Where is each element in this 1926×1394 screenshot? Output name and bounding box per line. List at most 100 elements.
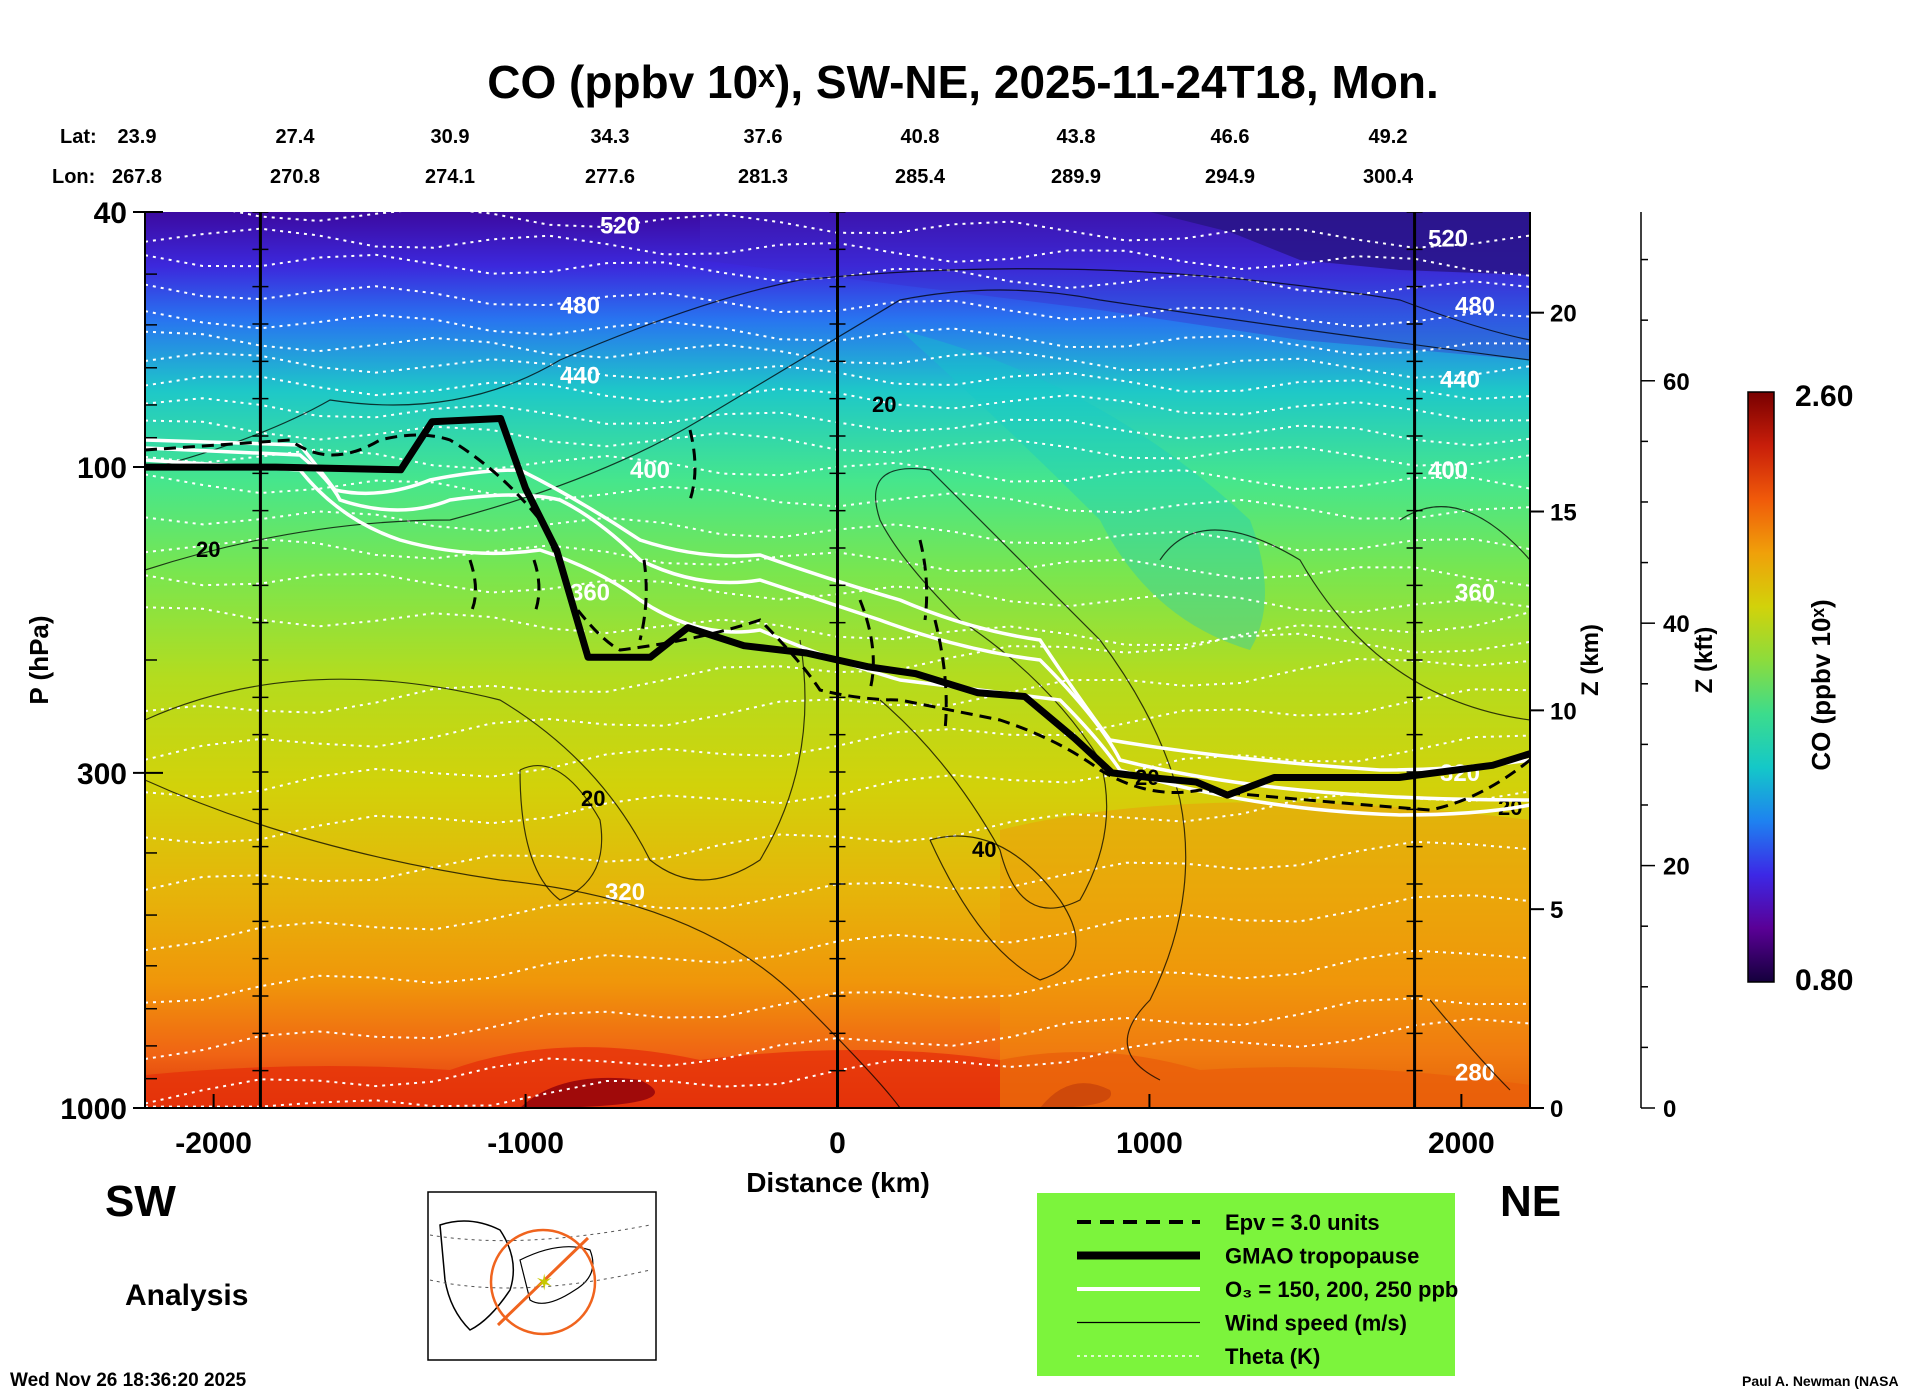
wind-contour (875, 468, 1187, 1081)
chart-title: CO (ppbv 10ˣ), SW-NE, 2025-11-24T18, Mon… (487, 56, 1439, 108)
wind-contour (145, 289, 1530, 571)
inset-map: ✶ (427, 1191, 657, 1361)
p-tick-label: 100 (77, 452, 127, 485)
theta-label: 440 (560, 363, 600, 390)
marker-lines (252, 212, 1423, 1108)
epv-contour (858, 599, 875, 691)
co-intrusion (900, 330, 1265, 650)
inset-coastline-2 (519, 1246, 594, 1304)
x-tick-label: 2000 (1428, 1127, 1495, 1160)
x-tick-label: 0 (829, 1127, 846, 1160)
y-axis-label: P (hPa) (24, 615, 54, 704)
theta-contour (145, 840, 1530, 952)
inset-map-frame (427, 1191, 657, 1361)
zkft-tick-label: 60 (1663, 369, 1690, 396)
zkm-tick-label: 10 (1550, 698, 1577, 725)
lat-value: 46.6 (1211, 126, 1250, 148)
zkm-tick-label: 20 (1550, 301, 1577, 328)
wind-label: 20 (872, 392, 896, 417)
analysis-label: Analysis (125, 1279, 248, 1312)
legend-label: Wind speed (m/s) (1225, 1311, 1407, 1336)
zkft-tick-label: 40 (1663, 611, 1690, 638)
epv-contour (638, 559, 648, 641)
theta-label: 480 (560, 293, 600, 320)
colorbar-title: CO (ppbv 10ˣ) (1806, 599, 1836, 770)
theta-label: 320 (605, 879, 645, 906)
co-upper-region (700, 212, 1530, 360)
colorbar (1747, 391, 1775, 983)
lat-value: 49.2 (1369, 126, 1408, 148)
timestamp: Wed Nov 26 18:36:20 2025 (10, 1370, 247, 1391)
legend-label: Theta (K) (1225, 1344, 1320, 1369)
p-tick-label: 300 (77, 758, 127, 791)
axes: 40 100 300 1000 -2000 -1000 0 1000 2000 0 5 10 15 20 0… (60, 197, 1689, 1160)
ozone-contour (145, 438, 1530, 772)
zkft-tick-label: 20 (1663, 854, 1690, 881)
epv-contour (933, 619, 948, 731)
tropopause-line (145, 415, 1530, 799)
wind-contour (1429, 999, 1511, 1091)
legend-label: O₃ = 150, 200, 250 ppb (1225, 1277, 1458, 1302)
wind-contour (145, 268, 1530, 471)
inset-gridline (429, 1269, 651, 1289)
zkm-tick-label: 0 (1550, 1096, 1563, 1123)
theta-label: 520 (600, 213, 640, 240)
credit: Paul A. Newman (NASA (1742, 1373, 1899, 1389)
theta-contour (145, 790, 1530, 891)
theta-contour (145, 997, 1530, 1105)
theta-label: 480 (1455, 293, 1495, 320)
inset-coastline (439, 1220, 515, 1331)
lon-value: 294.9 (1205, 166, 1255, 188)
zkm-tick-label: 15 (1550, 500, 1577, 527)
lon-value: 267.8 (112, 166, 162, 188)
lat-value: 23.9 (118, 126, 157, 148)
lon-value: 300.4 (1363, 166, 1414, 188)
lon-value: 281.3 (738, 166, 788, 188)
legend-label: GMAO tropopause (1225, 1244, 1419, 1269)
ozone-contour (145, 446, 1530, 802)
lon-value: 289.9 (1051, 166, 1101, 188)
co-surface-max-2 (1040, 1083, 1112, 1108)
x-axis-label: Distance (km) (746, 1167, 930, 1198)
epv-contour (532, 559, 541, 616)
plot-area: 520480440400360320280520480440400360320 … (145, 212, 1530, 1108)
x-tick-label: -2000 (175, 1127, 252, 1160)
theta-label: 360 (570, 580, 610, 607)
theta-label: 400 (1428, 457, 1468, 484)
lon-value: 274.1 (425, 166, 475, 188)
inset-range-circle (489, 1228, 597, 1336)
lon-label: Lon: (52, 166, 95, 188)
legend-items: Epv = 3.0 units GMAO tropopause O₃ = 150, … (1077, 1210, 1458, 1369)
lon-value: 285.4 (895, 166, 946, 188)
epv-contours (145, 429, 1530, 812)
co-lower-right (1000, 802, 1530, 1108)
lat-value: 30.9 (431, 126, 470, 148)
theta-contour (145, 894, 1530, 1004)
inset-center-icon: ✶ (535, 1271, 553, 1296)
colorbar-min-label: 0.80 (1795, 964, 1853, 997)
wind-label: 40 (972, 837, 996, 862)
wind-contour (1159, 529, 1530, 721)
legend: Epv = 3.0 units GMAO tropopause O₃ = 150, … (1037, 1193, 1458, 1376)
zkft-tick-label: 0 (1663, 1096, 1676, 1123)
theta-contour (145, 688, 1530, 799)
p-tick-label: 1000 (60, 1093, 127, 1126)
epv-contour (918, 539, 929, 621)
latlon-header: 23.9 27.4 30.9 34.3 37.6 40.8 43.8 46.6 49.2 267.… (112, 126, 1414, 188)
wind-contour (145, 779, 901, 1108)
x-tick-label: -1000 (487, 1127, 564, 1160)
co-surface-max (520, 1077, 655, 1108)
colorbar-max-label: 2.60 (1795, 380, 1853, 413)
lat-value: 27.4 (276, 126, 316, 148)
wind-label: 20 (581, 786, 605, 811)
lat-value: 37.6 (744, 126, 783, 148)
wind-contour (145, 639, 806, 881)
x-tick-label: 1000 (1116, 1127, 1183, 1160)
zkm-tick-label: 5 (1550, 897, 1563, 924)
lat-value: 43.8 (1057, 126, 1096, 148)
wind-label: 20 (196, 537, 220, 562)
lat-value: 40.8 (901, 126, 940, 148)
co-low-region (1150, 212, 1530, 275)
wind-contour (519, 765, 603, 901)
